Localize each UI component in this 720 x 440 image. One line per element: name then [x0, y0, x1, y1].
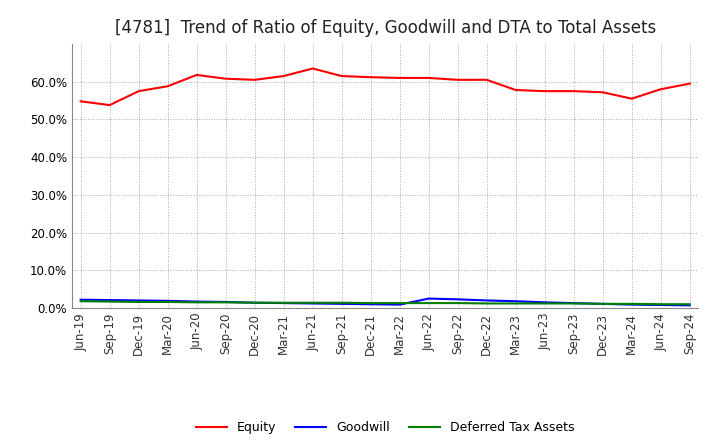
Deferred Tax Assets — [76, 299, 85, 304]
Equity — [598, 90, 607, 95]
Line: Equity: Equity — [81, 69, 690, 105]
Deferred Tax Assets — [279, 300, 288, 305]
Equity — [482, 77, 491, 82]
Equity — [308, 66, 317, 71]
Goodwill — [221, 299, 230, 304]
Deferred Tax Assets — [105, 299, 114, 304]
Deferred Tax Assets — [308, 300, 317, 305]
Goodwill — [192, 299, 201, 304]
Deferred Tax Assets — [657, 301, 665, 307]
Equity — [541, 88, 549, 94]
Equity — [424, 75, 433, 81]
Deferred Tax Assets — [338, 300, 346, 305]
Equity — [163, 84, 172, 89]
Goodwill — [424, 296, 433, 301]
Deferred Tax Assets — [482, 301, 491, 306]
Deferred Tax Assets — [424, 301, 433, 306]
Deferred Tax Assets — [366, 301, 375, 306]
Goodwill — [338, 301, 346, 307]
Goodwill — [308, 301, 317, 306]
Equity — [279, 73, 288, 79]
Equity — [511, 88, 520, 93]
Goodwill — [570, 301, 578, 306]
Deferred Tax Assets — [395, 301, 404, 306]
Equity — [251, 77, 259, 82]
Equity — [366, 74, 375, 80]
Goodwill — [541, 300, 549, 305]
Goodwill — [105, 297, 114, 303]
Line: Goodwill: Goodwill — [81, 299, 690, 305]
Deferred Tax Assets — [135, 299, 143, 304]
Equity — [221, 76, 230, 81]
Deferred Tax Assets — [454, 301, 462, 306]
Equity — [627, 96, 636, 101]
Goodwill — [511, 299, 520, 304]
Equity — [454, 77, 462, 82]
Deferred Tax Assets — [192, 300, 201, 305]
Equity — [338, 73, 346, 79]
Line: Deferred Tax Assets: Deferred Tax Assets — [81, 301, 690, 304]
Goodwill — [685, 303, 694, 308]
Equity — [685, 81, 694, 86]
Equity — [395, 75, 404, 81]
Goodwill — [366, 301, 375, 307]
Goodwill — [163, 298, 172, 304]
Equity — [135, 88, 143, 94]
Goodwill — [76, 297, 85, 302]
Goodwill — [395, 302, 404, 307]
Goodwill — [454, 297, 462, 302]
Equity — [76, 99, 85, 104]
Goodwill — [279, 301, 288, 306]
Goodwill — [482, 298, 491, 303]
Deferred Tax Assets — [627, 301, 636, 307]
Deferred Tax Assets — [685, 301, 694, 307]
Equity — [105, 103, 114, 108]
Equity — [192, 72, 201, 77]
Goodwill — [627, 302, 636, 307]
Equity — [570, 88, 578, 94]
Title: [4781]  Trend of Ratio of Equity, Goodwill and DTA to Total Assets: [4781] Trend of Ratio of Equity, Goodwil… — [114, 19, 656, 37]
Deferred Tax Assets — [570, 301, 578, 306]
Deferred Tax Assets — [511, 301, 520, 306]
Deferred Tax Assets — [163, 299, 172, 304]
Deferred Tax Assets — [251, 300, 259, 305]
Goodwill — [135, 298, 143, 303]
Goodwill — [657, 302, 665, 308]
Deferred Tax Assets — [541, 301, 549, 306]
Legend: Equity, Goodwill, Deferred Tax Assets: Equity, Goodwill, Deferred Tax Assets — [191, 416, 580, 439]
Equity — [657, 87, 665, 92]
Goodwill — [251, 300, 259, 305]
Goodwill — [598, 301, 607, 307]
Deferred Tax Assets — [221, 300, 230, 305]
Deferred Tax Assets — [598, 301, 607, 307]
